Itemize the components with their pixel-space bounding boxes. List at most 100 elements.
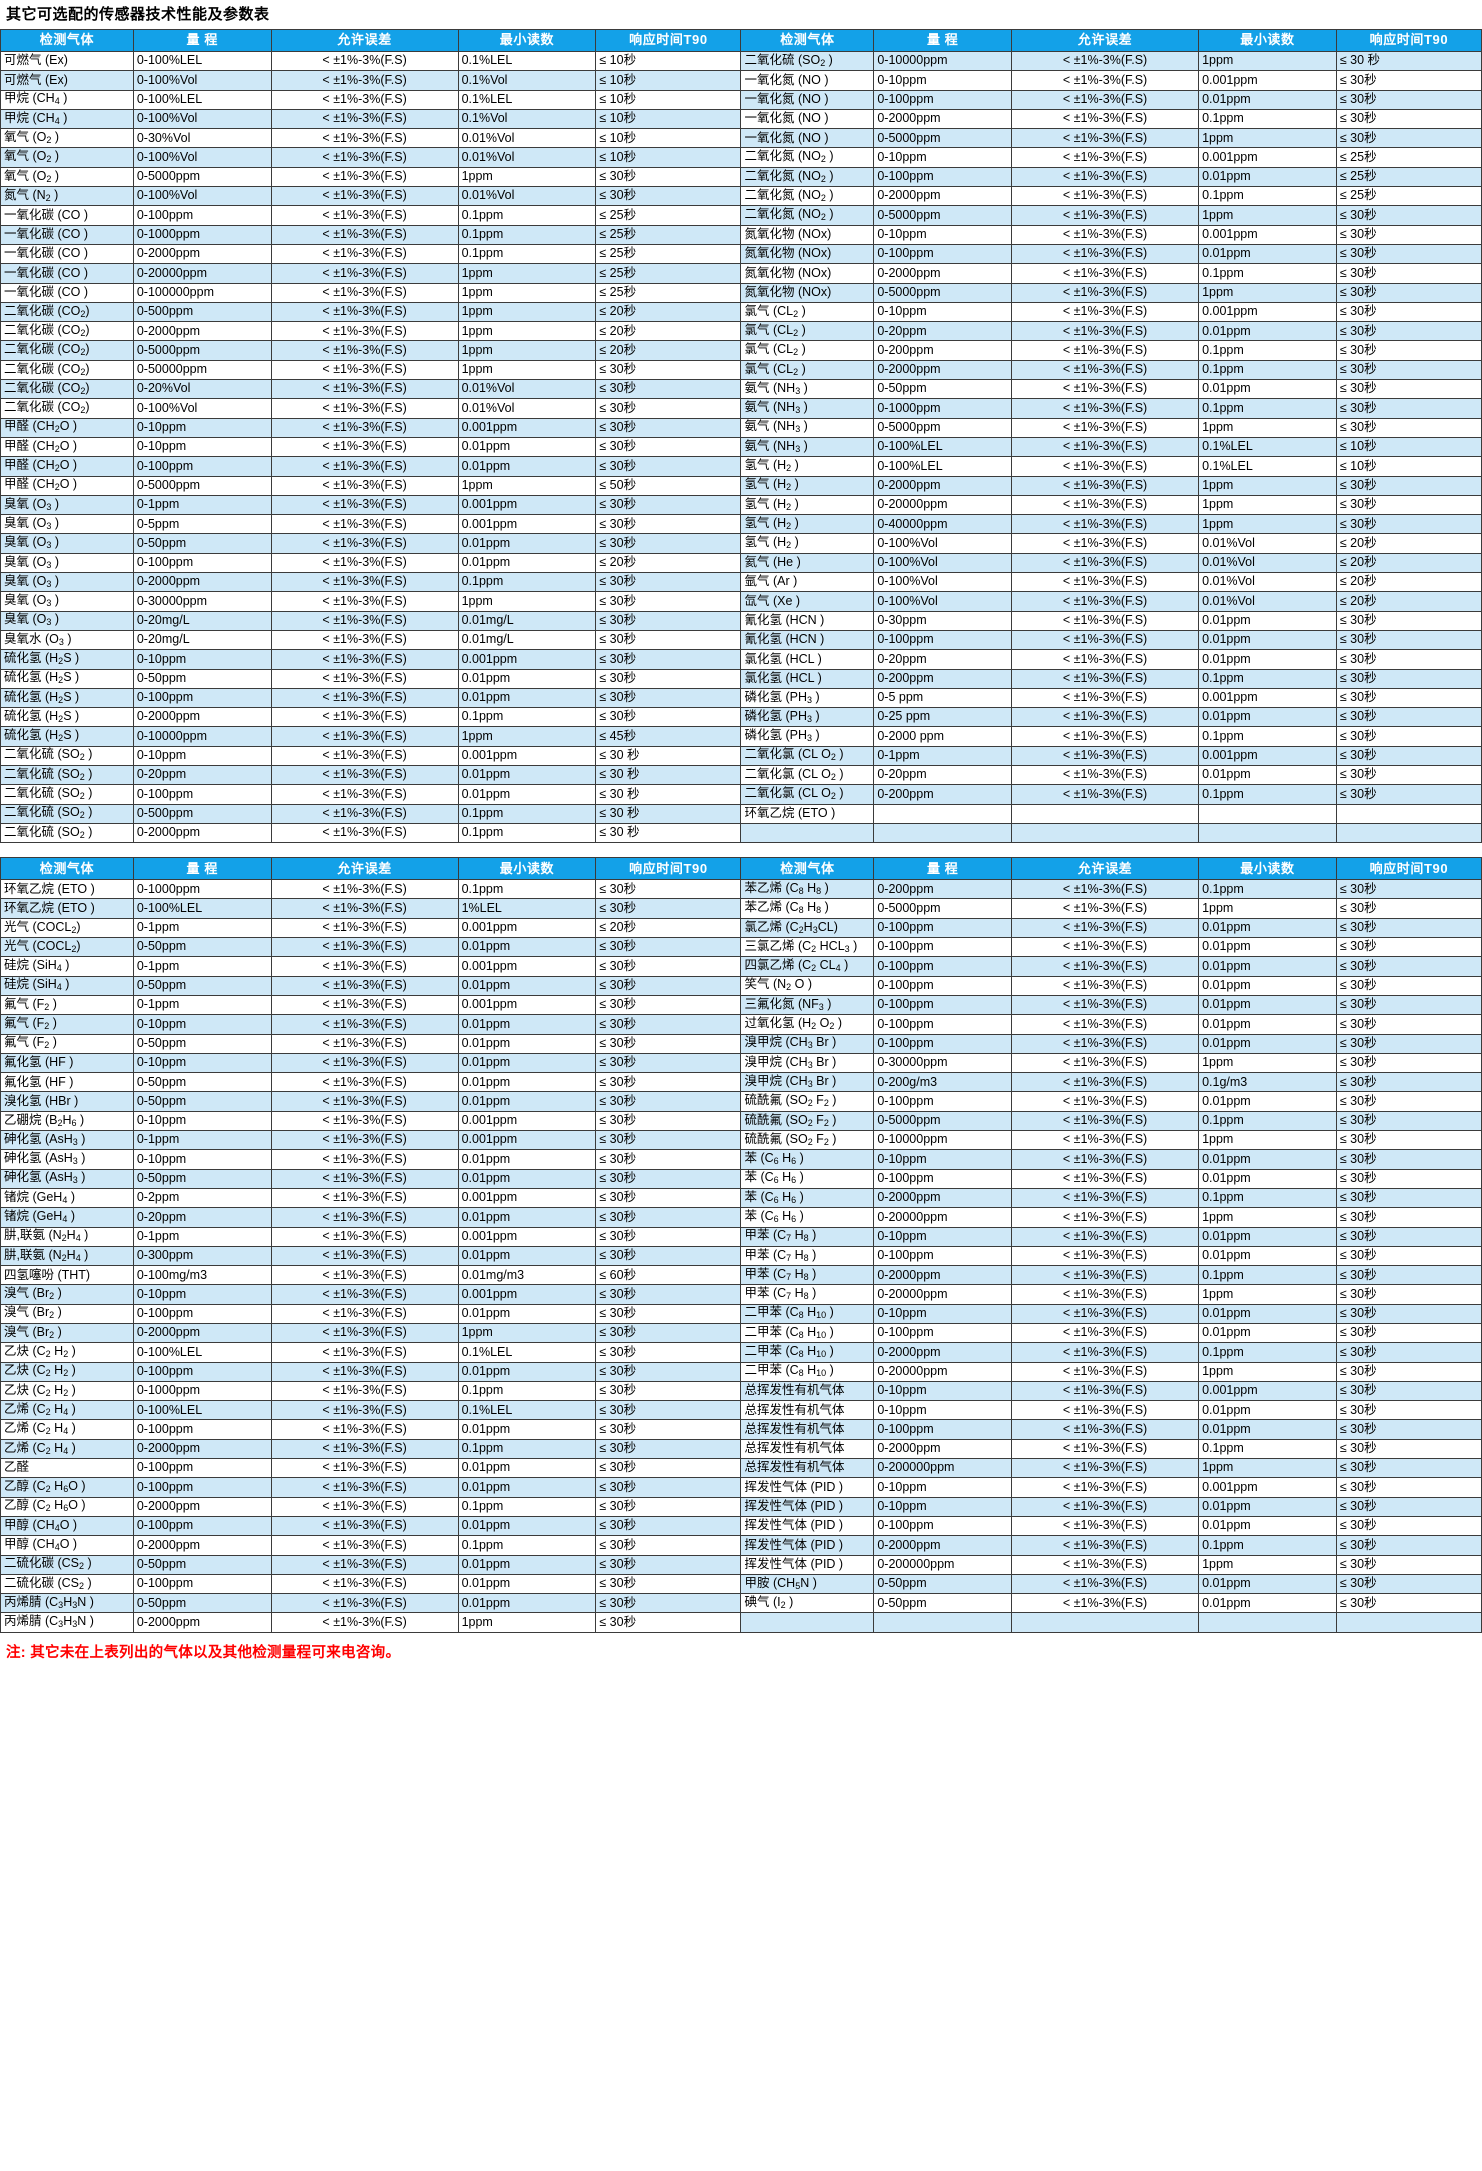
cell-right-t90: ≤ 30秒 (1335, 1245, 1482, 1267)
cell-right-range: 0-20000ppm (873, 494, 1013, 516)
cell-left-t90: ≤ 60秒 (595, 1265, 742, 1286)
cell-left-gas: 甲醇 (CH4O ) (0, 1515, 134, 1537)
cell-left-error: < ±1%-3%(F.S) (270, 1380, 459, 1402)
cell-right-t90: ≤ 30秒 (1335, 937, 1482, 958)
cell-right-error: < ±1%-3%(F.S) (1011, 533, 1200, 554)
table-row: 二氧化碳 (CO2) 0-5000ppm < ±1%-3%(F.S) 1ppm ≤ 20… (0, 340, 1482, 361)
cell-right-minread: 0.01ppm (1198, 1168, 1337, 1189)
table-row: 溴气 (Br2 ) 0-2000ppm < ±1%-3%(F.S) 1ppm ≤ 30秒… (0, 1322, 1482, 1344)
cell-right-t90: ≤ 25秒 (1335, 186, 1482, 207)
cell-right-t90: ≤ 30秒 (1335, 514, 1482, 535)
cell-left-range: 0-5000ppm (132, 166, 272, 188)
cell-right-gas: 一氧化氮 (NO ) (740, 108, 875, 130)
cell-left-range: 0-100%Vol (132, 108, 272, 130)
cell-left-range: 0-100mg/m3 (132, 1265, 272, 1286)
cell-left-range: 0-50ppm (132, 1554, 272, 1575)
cell-left-gas: 丙烯腈 (C3H3N ) (0, 1593, 134, 1614)
cell-left-t90: ≤ 30秒 (595, 879, 742, 900)
cell-right-range: 0-100ppm (873, 629, 1013, 651)
cell-right-t90: ≤ 30秒 (1335, 1110, 1482, 1132)
cell-right-gas: 一氧化氮 (NO ) (740, 128, 875, 149)
cell-right-minread: 0.01ppm (1198, 975, 1337, 996)
cell-right-minread: 0.01ppm (1198, 166, 1337, 188)
cell-left-minread: 1ppm (457, 282, 597, 303)
cell-right-minread: 0.01ppm (1198, 1014, 1337, 1035)
cell-left-error: < ±1%-3%(F.S) (270, 359, 459, 381)
cell-right-error: < ±1%-3%(F.S) (1011, 70, 1200, 91)
cell-left-range: 0-100ppm (132, 1477, 272, 1498)
cell-right-error: < ±1%-3%(F.S) (1011, 186, 1200, 207)
cell-left-gas: 乙硼烷 (B2H6 ) (0, 1110, 134, 1132)
cell-left-error: < ±1%-3%(F.S) (270, 475, 459, 496)
cell-left-error: < ±1%-3%(F.S) (270, 147, 459, 168)
cell-right-error: < ±1%-3%(F.S) (1011, 707, 1200, 728)
cell-right-range: 0-100ppm (873, 975, 1013, 996)
cell-right-error: < ±1%-3%(F.S) (1011, 1419, 1200, 1440)
cell-right-minread: 0.01%Vol (1198, 533, 1337, 554)
cell-left-minread: 0.001ppm (457, 1187, 597, 1209)
cell-right-gas: 四氯乙烯 (C2 CL4 ) (740, 956, 875, 977)
cell-left-minread: 0.1ppm (457, 879, 597, 900)
table-2-body: 环氧乙烷 (ETO ) 0-1000ppm < ±1%-3%(F.S) 0.1ppm ≤… (0, 879, 1482, 1633)
cell-right-range: 0-100%Vol (873, 552, 1013, 574)
cell-right-gas: 挥发性气体 (PID ) (740, 1535, 875, 1556)
cell-left-error: < ±1%-3%(F.S) (270, 321, 459, 342)
cell-left-range: 0-1000ppm (132, 879, 272, 900)
cell-left-minread: 0.1ppm (457, 572, 597, 593)
cell-left-t90: ≤ 10秒 (595, 50, 742, 72)
cell-left-error: < ±1%-3%(F.S) (270, 917, 459, 939)
cell-right-range: 0-100ppm (873, 1033, 1013, 1054)
cell-right-error: < ±1%-3%(F.S) (1011, 263, 1200, 284)
cell-left-t90: ≤ 30秒 (595, 1284, 742, 1305)
cell-right-error: < ±1%-3%(F.S) (1011, 359, 1200, 381)
cell-right-t90: ≤ 30秒 (1335, 1303, 1482, 1325)
cell-left-t90: ≤ 30秒 (595, 1072, 742, 1093)
cell-left-error: < ±1%-3%(F.S) (270, 398, 459, 419)
cell-left-minread: 0.01ppm (457, 533, 597, 554)
cell-right-error: < ±1%-3%(F.S) (1011, 784, 1200, 805)
cell-right-range: 0-10ppm (873, 147, 1013, 168)
cell-left-error: < ±1%-3%(F.S) (270, 707, 459, 728)
cell-right-t90: ≤ 30秒 (1335, 1322, 1482, 1344)
cell-right-range: 0-10ppm (873, 1400, 1013, 1421)
cell-left-t90: ≤ 30秒 (595, 1573, 742, 1595)
cell-left-minread: 1ppm (457, 475, 597, 496)
cell-left-minread: 0.01ppm (457, 975, 597, 996)
cell-left-minread: 0.01mg/L (457, 629, 597, 651)
cell-right-error: < ±1%-3%(F.S) (1011, 764, 1200, 786)
cell-right-error: < ±1%-3%(F.S) (1011, 937, 1200, 958)
cell-right-error: < ±1%-3%(F.S) (1011, 166, 1200, 188)
cell-right-minread: 0.1g/m3 (1198, 1072, 1337, 1093)
cell-right-gas: 总挥发性有机气体 (740, 1458, 875, 1479)
header2-gas-right: 检测气体 (740, 857, 875, 881)
cell-right-minread: 1ppm (1198, 205, 1337, 226)
cell-left-minread: 0.01ppm (457, 1014, 597, 1035)
table-row: 二硫化碳 (CS2 ) 0-50ppm < ±1%-3%(F.S) 0.01ppm ≤ … (0, 1554, 1482, 1575)
cell-left-range: 0-50ppm (132, 937, 272, 958)
cell-left-gas: 氧气 (O2 ) (0, 128, 134, 149)
cell-right-t90: ≤ 30秒 (1335, 610, 1482, 631)
cell-right-gas: 氨气 (NH3 ) (740, 436, 875, 458)
cell-left-t90: ≤ 30秒 (595, 379, 742, 400)
cell-right-t90: ≤ 10秒 (1335, 456, 1482, 477)
cell-left-gas: 光气 (COCL2) (0, 937, 134, 958)
cell-right-t90: ≤ 30秒 (1335, 994, 1482, 1016)
cell-left-minread: 0.001ppm (457, 494, 597, 516)
cell-left-gas: 溴气 (Br2 ) (0, 1322, 134, 1344)
cell-right-error: < ±1%-3%(F.S) (1011, 50, 1200, 72)
table-row: 甲烷 (CH4 ) 0-100%Vol < ±1%-3%(F.S) 0.1%Vol ≤ … (0, 108, 1482, 130)
cell-left-error: < ±1%-3%(F.S) (270, 1130, 459, 1151)
cell-left-minread: 0.1%LEL (457, 50, 597, 72)
cell-left-range: 0-100%LEL (132, 50, 272, 72)
cell-left-error: < ±1%-3%(F.S) (270, 128, 459, 149)
cell-left-gas: 可燃气 (Ex) (0, 50, 134, 72)
cell-left-error: < ±1%-3%(F.S) (270, 494, 459, 516)
table-row: 甲醛 (CH2O ) 0-100ppm < ±1%-3%(F.S) 0.01ppm ≤ … (0, 456, 1482, 477)
cell-right-gas: 氩气 (Ar ) (740, 572, 875, 593)
cell-right-gas: 二氧化硫 (SO2 ) (740, 50, 875, 72)
cell-left-error: < ±1%-3%(F.S) (270, 764, 459, 786)
cell-right-gas: 磷化氢 (PH3 ) (740, 726, 875, 747)
cell-right-range: 0-100ppm (873, 1245, 1013, 1267)
cell-right-gas: 氯乙烯 (C2H3CL) (740, 917, 875, 939)
cell-right-t90: ≤ 20秒 (1335, 591, 1482, 612)
